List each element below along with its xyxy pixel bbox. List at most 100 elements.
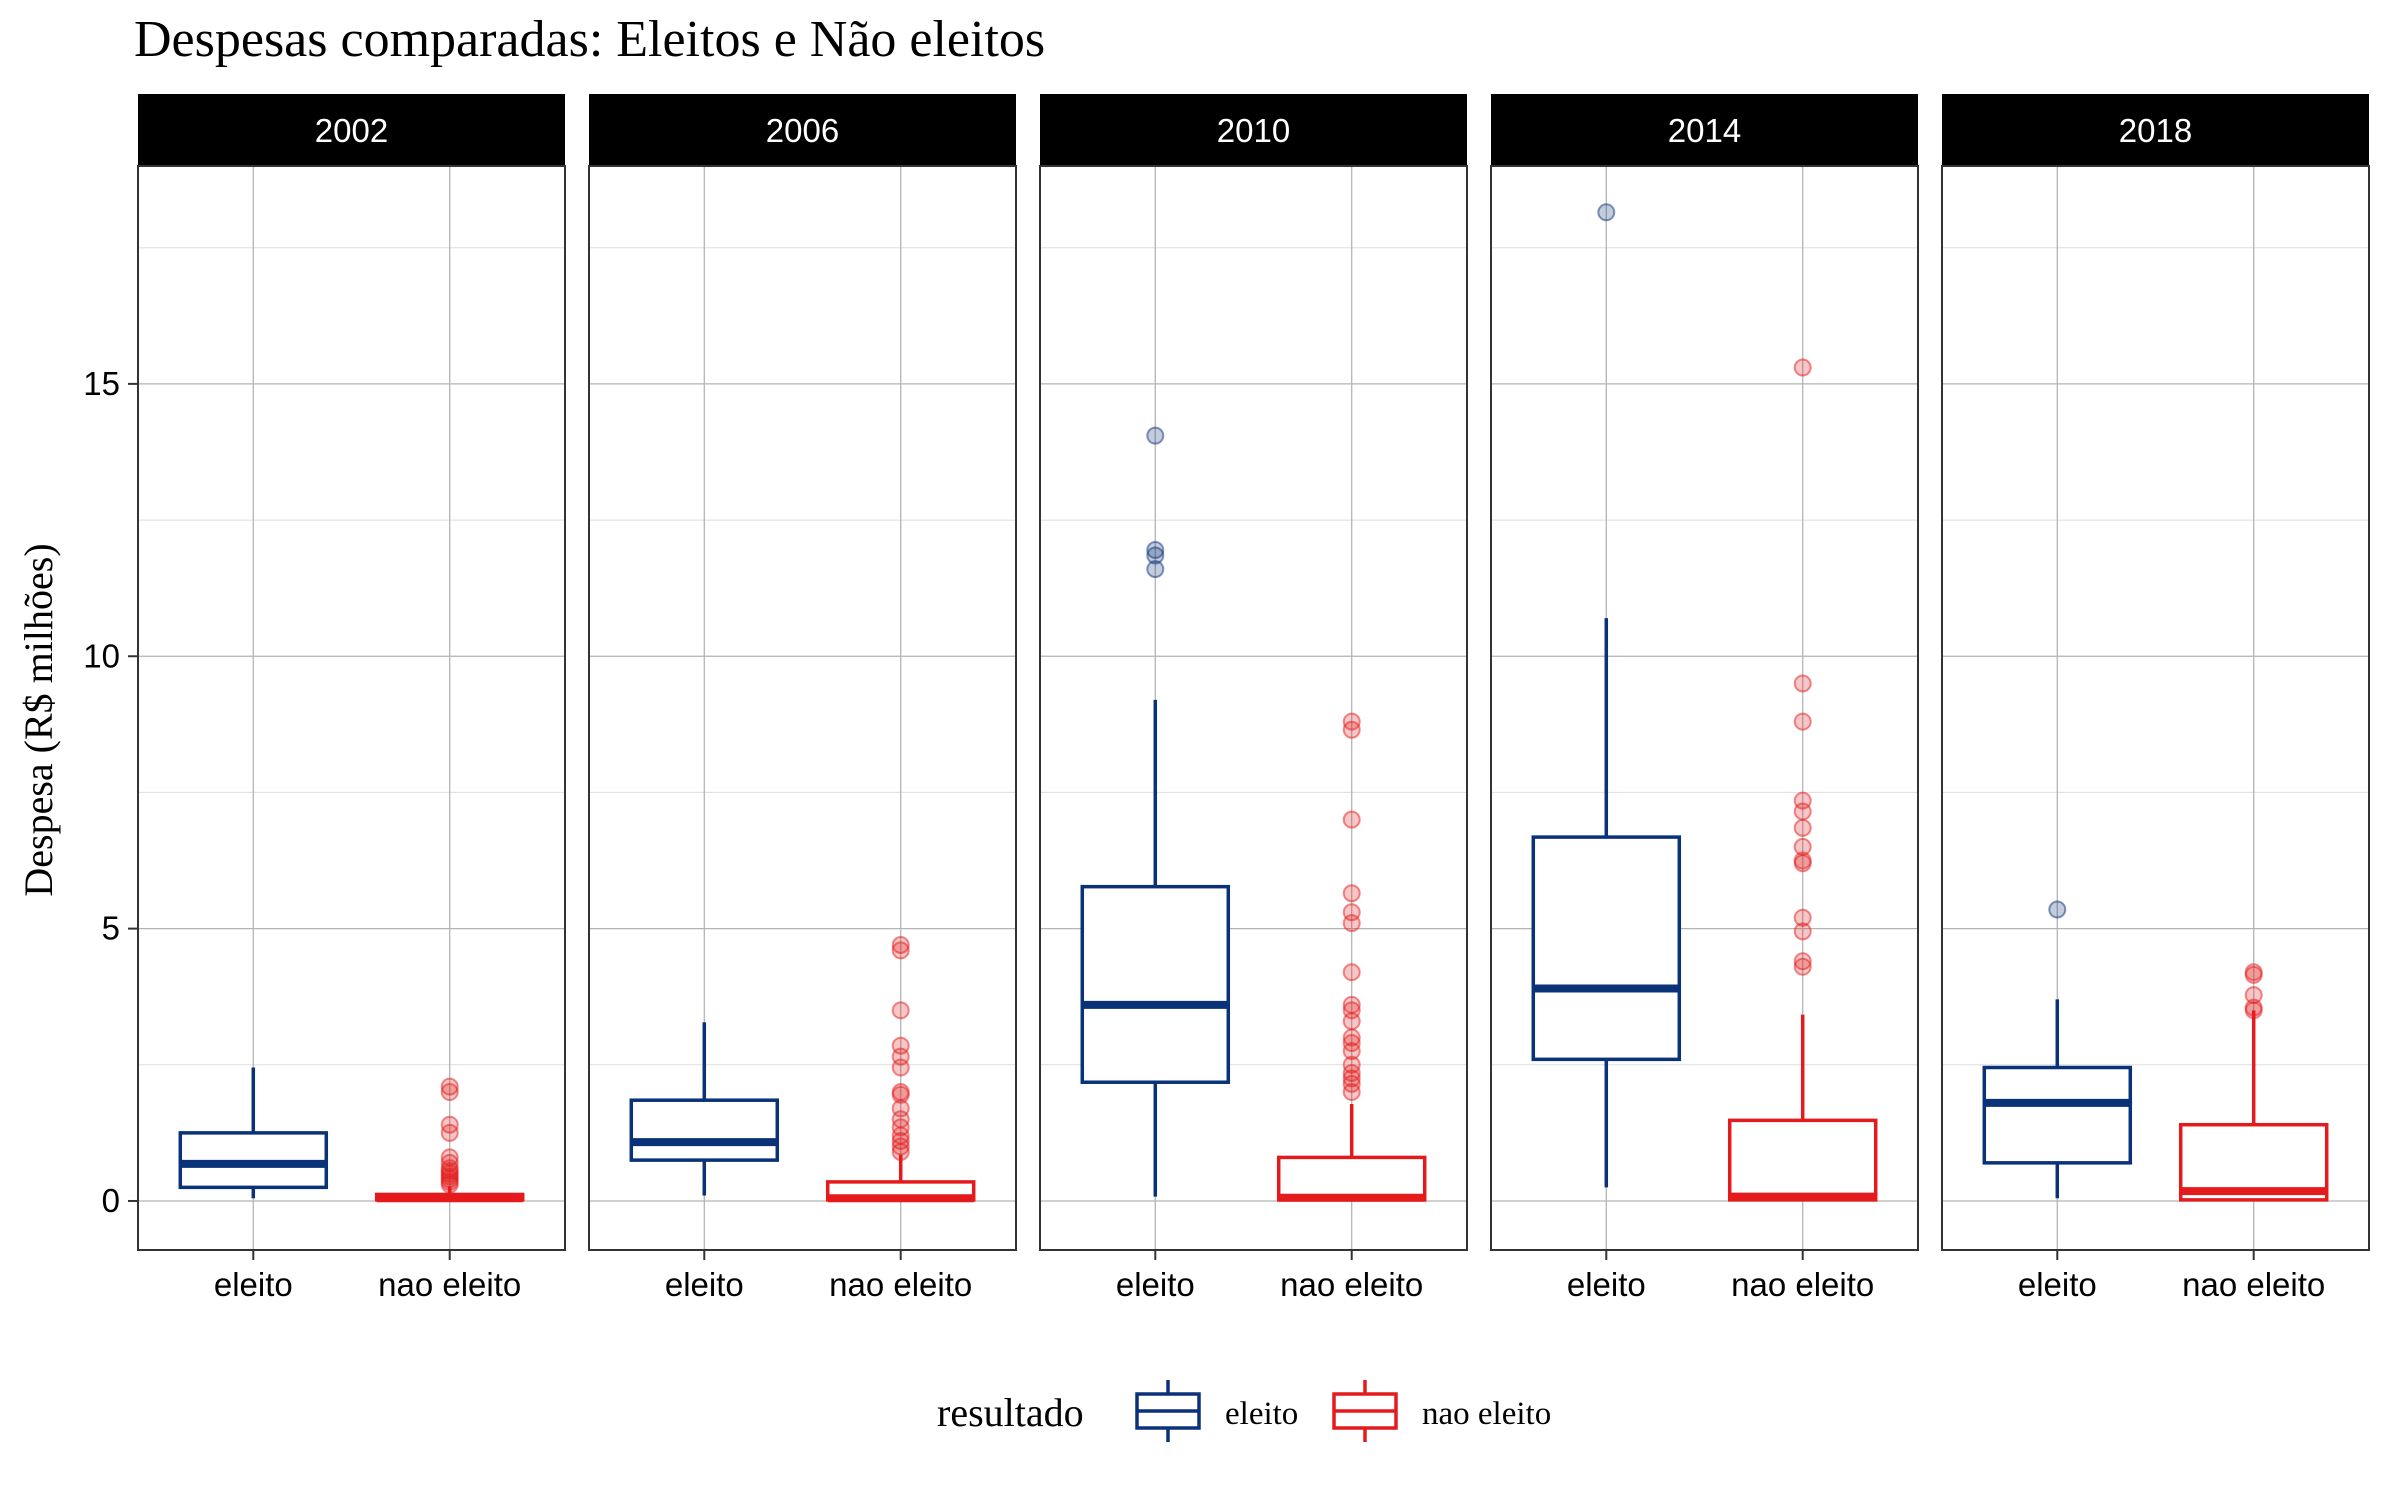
- box-nao-eleito: [1276, 712, 1427, 1202]
- outlier-point: [1793, 908, 1812, 927]
- outlier-point: [1146, 546, 1165, 565]
- panel-border: [1490, 165, 1919, 1251]
- x-tick-label: eleito: [665, 1266, 744, 1303]
- box-body: [629, 1098, 780, 1162]
- facet-strip-label: 2002: [315, 112, 388, 149]
- box-eleito: [1982, 900, 2133, 1199]
- box-nao-eleito: [1727, 358, 1878, 1202]
- outlier-point: [891, 1132, 910, 1151]
- box-eleito: [1080, 426, 1231, 1197]
- facet-panel-2002: 2002 eleito nao eleito: [137, 94, 566, 1303]
- outlier-point: [1793, 818, 1812, 837]
- outlier-point: [1146, 541, 1165, 560]
- y-tick-label: 0: [102, 1182, 120, 1219]
- legend: resultado eleito nao eleito: [937, 1380, 1551, 1442]
- facet-strip-label: 2006: [766, 112, 839, 149]
- outlier-point: [440, 1115, 459, 1134]
- outlier-point: [440, 1148, 459, 1167]
- box-eleito: [178, 1067, 329, 1199]
- x-tick-label: eleito: [214, 1266, 293, 1303]
- x-tick-label: nao eleito: [2182, 1266, 2325, 1303]
- outlier-point: [1597, 203, 1616, 222]
- facet-panel-2006: 2006 eleito nao eleito: [588, 94, 1017, 1303]
- x-tick-label: nao eleito: [378, 1266, 521, 1303]
- x-tick-label: eleito: [1567, 1266, 1646, 1303]
- outlier-point: [1146, 426, 1165, 445]
- outlier-point: [440, 1077, 459, 1096]
- facet-strip: [1942, 94, 2369, 166]
- panel-border: [137, 165, 566, 1251]
- outlier-point: [891, 1036, 910, 1055]
- facet-panels: 2002 eleito nao eleito 2006 eleito nao eleito…: [137, 94, 2370, 1303]
- outlier-point: [891, 1001, 910, 1020]
- outlier-point: [1342, 995, 1361, 1014]
- outlier-point: [1793, 952, 1812, 971]
- panel-border: [1039, 165, 1468, 1251]
- outlier-point: [1342, 810, 1361, 829]
- outlier-point: [2048, 900, 2067, 919]
- x-tick-label: nao eleito: [829, 1266, 972, 1303]
- outlier-point: [891, 1083, 910, 1102]
- box-eleito: [629, 1022, 780, 1196]
- facet-panel-2018: 2018 eleito nao eleito: [1941, 94, 2370, 1303]
- y-tick-label: 5: [102, 910, 120, 947]
- x-tick-label: eleito: [2018, 1266, 2097, 1303]
- panel-border: [588, 165, 1017, 1251]
- box-nao-eleito: [825, 935, 976, 1203]
- box-eleito: [1531, 203, 1682, 1188]
- outlier-point: [1342, 712, 1361, 731]
- facet-strip: [589, 94, 1016, 166]
- outlier-point: [1342, 1055, 1361, 1074]
- outlier-point: [1793, 712, 1812, 731]
- outlier-point: [1793, 837, 1812, 856]
- box-nao-eleito: [2178, 963, 2329, 1202]
- outlier-point: [1342, 884, 1361, 903]
- box-body: [1080, 884, 1231, 1084]
- outlier-point: [1793, 922, 1812, 941]
- box-nao-eleito: [374, 1077, 525, 1203]
- outlier-point: [1793, 358, 1812, 377]
- legend-title: resultado: [937, 1390, 1084, 1435]
- outlier-point: [1342, 963, 1361, 982]
- chart-title: Despesas comparadas: Eleitos e Não eleit…: [134, 11, 1045, 68]
- box-body: [1982, 1065, 2133, 1165]
- facet-strip-label: 2018: [2119, 112, 2192, 149]
- facet-panel-2010: 2010 eleito nao eleito: [1039, 94, 1468, 1303]
- outlier-point: [1342, 903, 1361, 922]
- outlier-point: [1793, 791, 1812, 810]
- facet-strip: [1040, 94, 1467, 166]
- outlier-point: [891, 941, 910, 960]
- legend-label: eleito: [1225, 1396, 1298, 1432]
- outlier-point: [1342, 1028, 1361, 1047]
- outlier-point: [2244, 963, 2263, 982]
- outlier-point: [891, 935, 910, 954]
- x-tick-label: nao eleito: [1280, 1266, 1423, 1303]
- y-tick-label: 15: [83, 365, 120, 402]
- box-body: [1531, 835, 1682, 1062]
- x-tick-label: nao eleito: [1731, 1266, 1874, 1303]
- facet-strip-label: 2014: [1668, 112, 1741, 149]
- facet-strip-label: 2010: [1217, 112, 1290, 149]
- x-tick-label: eleito: [1116, 1266, 1195, 1303]
- y-axis-title: Despesa (R$ milhões): [16, 543, 61, 896]
- panel-border: [1941, 165, 2370, 1251]
- box-body: [1727, 1118, 1878, 1202]
- y-tick-label: 10: [83, 637, 120, 674]
- outlier-point: [1146, 560, 1165, 579]
- legend-label: nao eleito: [1422, 1396, 1551, 1432]
- outlier-point: [2244, 986, 2263, 1005]
- facet-panel-2014: 2014 eleito nao eleito: [1490, 94, 1919, 1303]
- outlier-point: [1342, 1001, 1361, 1020]
- outlier-point: [1342, 1069, 1361, 1088]
- y-axis-ticks: 0 5 10 15: [83, 365, 138, 1219]
- facet-strip: [1491, 94, 1918, 166]
- box-body: [1276, 1155, 1427, 1202]
- outlier-point: [440, 1083, 459, 1102]
- outlier-point: [1793, 851, 1812, 870]
- facet-strip: [138, 94, 565, 166]
- outlier-point: [1793, 957, 1812, 976]
- outlier-point: [440, 1153, 459, 1172]
- outlier-point: [1793, 674, 1812, 693]
- outlier-point: [2244, 998, 2263, 1017]
